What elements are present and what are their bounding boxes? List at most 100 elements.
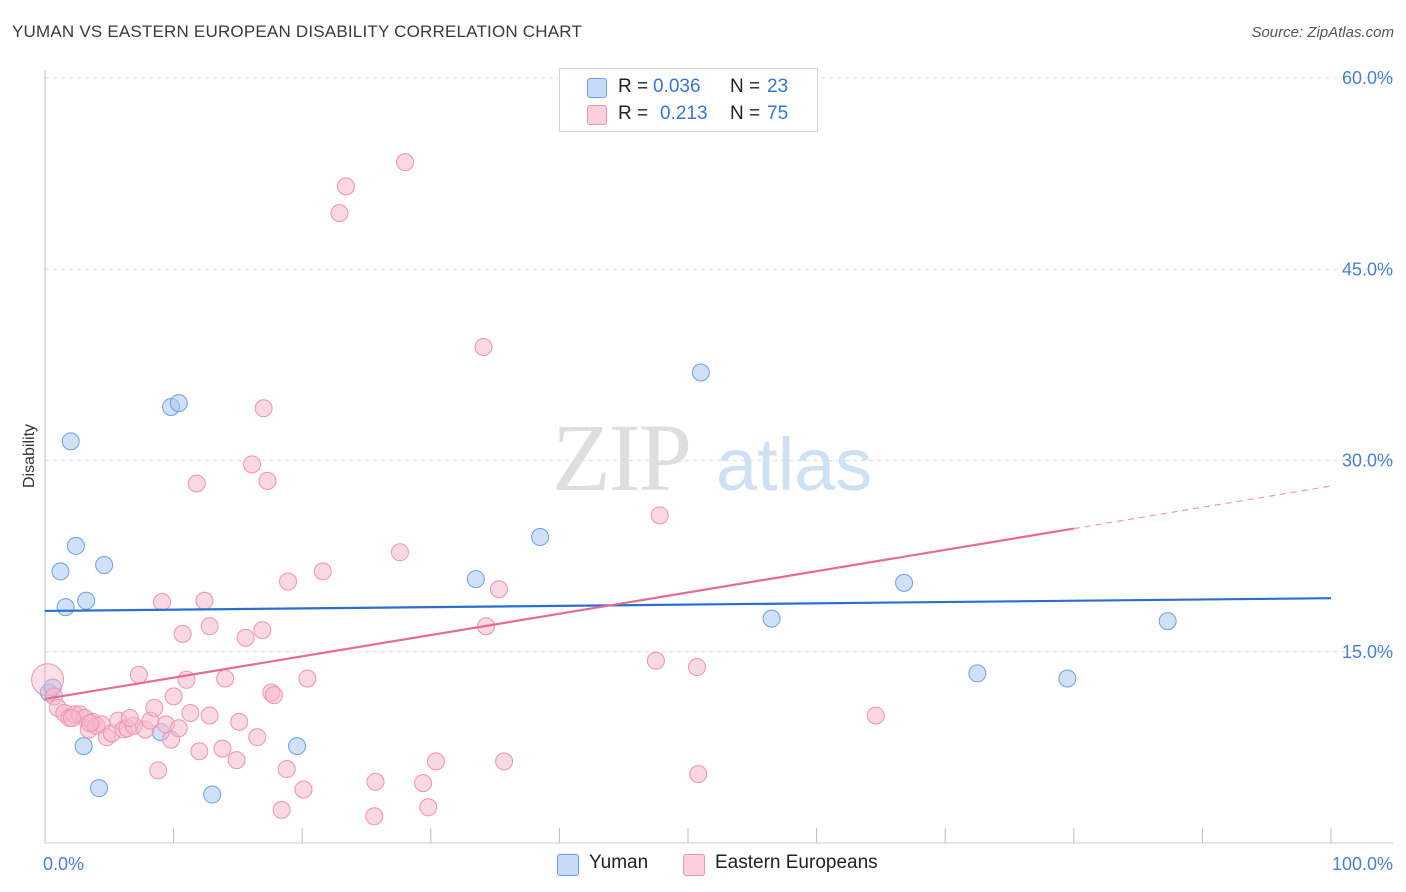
yuman-point bbox=[56, 598, 75, 617]
eastern-europeans-point bbox=[264, 686, 283, 705]
yuman-point bbox=[968, 664, 987, 683]
eastern-europeans-point bbox=[279, 572, 298, 591]
eastern-europeans-point bbox=[81, 714, 100, 733]
eastern-europeans-point bbox=[200, 617, 219, 636]
bottom-legend-swatch-eastern-europeans bbox=[683, 854, 705, 876]
x-tick-label: 100.0% bbox=[1332, 854, 1393, 874]
legend-swatch-yuman bbox=[587, 78, 607, 98]
eastern-europeans-point bbox=[253, 621, 272, 640]
axes bbox=[44, 70, 1393, 844]
eastern-europeans-trend-extension bbox=[1073, 485, 1332, 530]
eastern-europeans-point bbox=[330, 204, 349, 223]
eastern-europeans-point bbox=[227, 751, 246, 770]
yuman-trend-line bbox=[44, 597, 1332, 613]
eastern-europeans-point bbox=[248, 728, 267, 747]
y-tick-label: 60.0% bbox=[1342, 68, 1393, 88]
yuman-point bbox=[90, 779, 109, 798]
y-tick-label: 30.0% bbox=[1342, 451, 1393, 471]
eastern-europeans-point bbox=[336, 177, 355, 196]
eastern-europeans-point bbox=[495, 752, 514, 771]
eastern-europeans-point bbox=[365, 807, 384, 826]
eastern-europeans-point bbox=[190, 742, 209, 761]
legend-row-yuman: R = 0.036 N = 23 bbox=[560, 76, 817, 100]
yuman-point bbox=[288, 737, 307, 756]
correlation-legend: R = 0.036 N = 23 R = 0.213 N = 75 bbox=[559, 68, 818, 132]
legend-n-value: 23 bbox=[767, 76, 789, 97]
y-axis-label: Disability bbox=[21, 424, 38, 488]
eastern-europeans-point bbox=[688, 658, 707, 677]
eastern-europeans-point bbox=[474, 338, 493, 357]
yuman-point bbox=[466, 570, 485, 589]
eastern-europeans-point bbox=[390, 543, 409, 562]
legend-n-label: N = bbox=[730, 76, 761, 97]
yuman-point bbox=[1158, 612, 1177, 631]
yuman-point bbox=[169, 394, 188, 413]
yuman-point bbox=[74, 737, 93, 756]
y-tick-label: 15.0% bbox=[1342, 642, 1393, 662]
series-eastern-europeans bbox=[31, 153, 885, 826]
chart-title: YUMAN VS EASTERN EUROPEAN DISABILITY COR… bbox=[12, 22, 583, 41]
legend-swatch-eastern-europeans bbox=[587, 105, 607, 125]
eastern-europeans-point bbox=[272, 800, 291, 819]
yuman-point bbox=[61, 432, 80, 451]
yuman-point bbox=[762, 609, 781, 628]
eastern-europeans-point bbox=[258, 471, 277, 490]
eastern-europeans-point bbox=[181, 703, 200, 722]
eastern-europeans-point bbox=[63, 709, 82, 728]
eastern-europeans-point bbox=[195, 591, 214, 610]
eastern-europeans-point bbox=[200, 706, 219, 725]
trend-lines bbox=[44, 485, 1332, 701]
series-yuman bbox=[39, 363, 1177, 804]
eastern-europeans-trend-line bbox=[44, 527, 1074, 701]
eastern-europeans-point bbox=[129, 665, 148, 684]
legend-r-value: 0.213 bbox=[660, 103, 708, 124]
bottom-legend-label-yuman: Yuman bbox=[589, 852, 649, 873]
eastern-europeans-point bbox=[489, 580, 508, 599]
eastern-europeans-point bbox=[277, 760, 296, 779]
eastern-europeans-point bbox=[396, 153, 415, 172]
legend-r-value: 0.036 bbox=[653, 76, 701, 97]
eastern-europeans-point bbox=[164, 687, 183, 706]
yuman-point bbox=[95, 556, 114, 575]
eastern-europeans-point bbox=[294, 780, 313, 799]
legend-n-label: N = bbox=[730, 103, 761, 124]
eastern-europeans-point bbox=[243, 455, 262, 474]
yuman-point bbox=[203, 785, 222, 804]
eastern-europeans-point bbox=[866, 706, 885, 725]
yuman-point bbox=[1058, 669, 1077, 688]
eastern-europeans-point bbox=[414, 774, 433, 793]
yuman-point bbox=[77, 591, 96, 610]
x-tick-label: 0.0% bbox=[43, 854, 84, 874]
eastern-europeans-point bbox=[646, 651, 665, 670]
eastern-europeans-point bbox=[366, 772, 385, 791]
eastern-europeans-point bbox=[298, 669, 317, 688]
legend-row-eastern-europeans: R = 0.213 N = 75 bbox=[560, 103, 817, 127]
bottom-legend-label-eastern-europeans: Eastern Europeans bbox=[715, 852, 878, 873]
bottom-legend-swatch-yuman bbox=[557, 854, 579, 876]
eastern-europeans-point bbox=[145, 698, 164, 717]
yuman-point bbox=[531, 528, 550, 546]
eastern-europeans-point bbox=[254, 399, 273, 418]
yuman-point bbox=[66, 536, 85, 555]
legend-n-value: 75 bbox=[767, 103, 789, 124]
eastern-europeans-point bbox=[187, 474, 206, 493]
eastern-europeans-point bbox=[426, 752, 445, 771]
eastern-europeans-point bbox=[230, 712, 249, 731]
eastern-europeans-point bbox=[689, 765, 708, 784]
gridlines bbox=[45, 77, 1393, 653]
legend-r-label: R = bbox=[618, 76, 649, 97]
watermark-atlas: atlas bbox=[716, 423, 872, 506]
yuman-point bbox=[895, 573, 914, 592]
eastern-europeans-point bbox=[419, 798, 438, 817]
yuman-point bbox=[691, 363, 710, 382]
eastern-europeans-point bbox=[173, 624, 192, 643]
eastern-europeans-point bbox=[120, 709, 139, 728]
eastern-europeans-point bbox=[169, 719, 188, 738]
source-credit: Source: ZipAtlas.com bbox=[1251, 24, 1394, 41]
yuman-point bbox=[51, 562, 70, 581]
eastern-europeans-point bbox=[236, 628, 255, 647]
legend-r-label: R = bbox=[618, 103, 649, 124]
y-tick-label: 45.0% bbox=[1342, 259, 1393, 279]
eastern-europeans-point bbox=[313, 562, 332, 581]
